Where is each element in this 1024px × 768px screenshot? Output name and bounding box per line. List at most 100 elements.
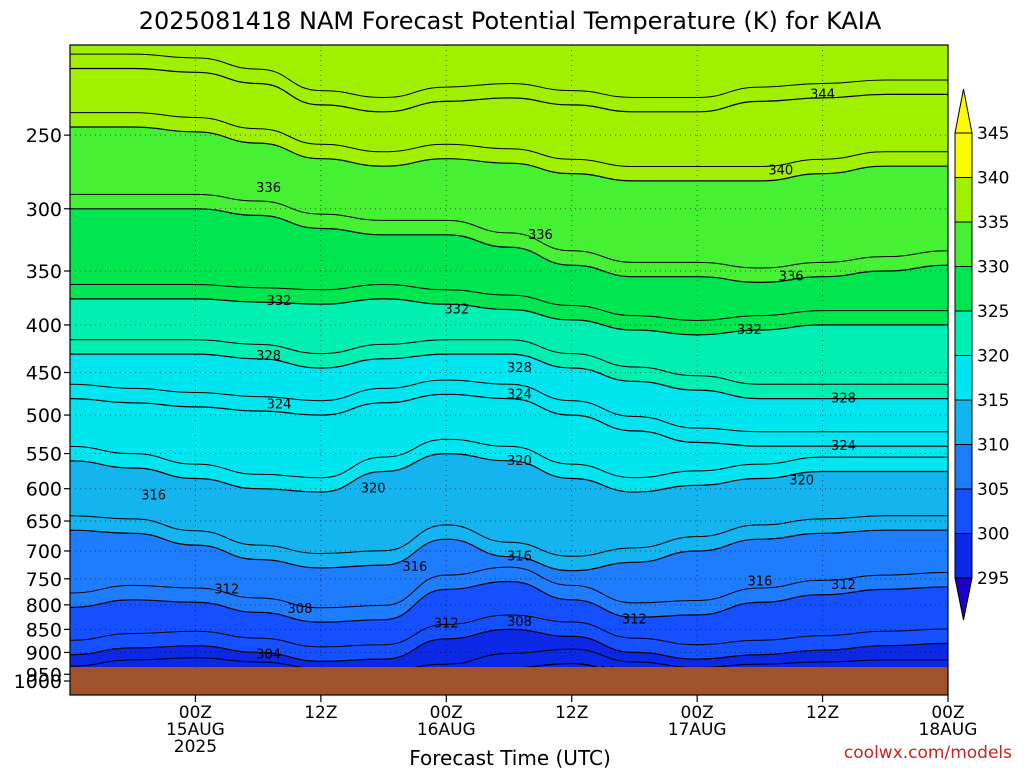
contour-line-328 bbox=[70, 353, 948, 400]
colorbar: 295 300 305 310 315 320 325 330 335 340 345 bbox=[954, 88, 1009, 621]
contour-line-338 bbox=[70, 193, 948, 269]
x-tick-label: 00Z bbox=[179, 703, 212, 723]
y-tick-label: 900 bbox=[26, 642, 62, 664]
contour-label-text: 308 bbox=[288, 602, 313, 617]
colorbar-swatch-340 bbox=[954, 177, 973, 223]
colorbar-swatch-305 bbox=[954, 488, 973, 534]
contour-label: 320 bbox=[361, 482, 386, 497]
contour-label-text: 320 bbox=[507, 454, 532, 469]
contour-line-344 bbox=[70, 67, 948, 113]
colorbar-label: 345 bbox=[977, 124, 1009, 144]
colorbar-label: 330 bbox=[977, 258, 1009, 278]
contour-line-322 bbox=[70, 438, 948, 479]
y-tick-label: 500 bbox=[26, 405, 62, 427]
contour-label-text: 332 bbox=[737, 323, 762, 338]
colorbar-label: 300 bbox=[977, 525, 1009, 545]
x-tick-label: 12Z bbox=[806, 703, 839, 723]
contour-label-text: 312 bbox=[622, 613, 647, 628]
contour-line-330 bbox=[70, 339, 948, 385]
contour-line-layer bbox=[70, 53, 948, 667]
x-tick-label: 16AUG bbox=[417, 720, 476, 740]
contour-label-text: 324 bbox=[507, 387, 532, 402]
contour-label: 308 bbox=[288, 602, 313, 617]
contour-line-326 bbox=[70, 379, 948, 433]
contour-label: 320 bbox=[789, 474, 814, 489]
y-tick-label: 600 bbox=[26, 479, 62, 501]
contour-label-text: 328 bbox=[507, 361, 532, 376]
colorbar-swatch-335 bbox=[954, 221, 973, 267]
colorbar-swatch-345 bbox=[954, 132, 973, 178]
y-tick-label: 400 bbox=[26, 315, 62, 337]
colorbar-label: 295 bbox=[977, 569, 1009, 589]
contour-label-text: 316 bbox=[403, 560, 428, 575]
contour-label: 312 bbox=[831, 578, 856, 593]
colorbar-below-arrow bbox=[954, 577, 973, 621]
contour-label-text: 312 bbox=[214, 582, 239, 597]
contour-label-text: 336 bbox=[528, 228, 553, 243]
contour-label: 316 bbox=[507, 550, 532, 565]
contour-label-text: 308 bbox=[507, 615, 532, 630]
contour-label-layer: 344 340 336 336 336 332 332 332 328 328 328 324 324 3… bbox=[141, 87, 856, 681]
contour-label-text: 316 bbox=[141, 488, 166, 503]
contour-label-text: 324 bbox=[831, 439, 856, 454]
contour-label: 340 bbox=[768, 164, 793, 179]
contour-line-324 bbox=[70, 393, 948, 447]
contour-label-text: 316 bbox=[507, 550, 532, 565]
contour-label-text: 312 bbox=[434, 617, 459, 632]
contour-line-314 bbox=[70, 566, 948, 609]
contour-line-308 bbox=[70, 628, 948, 662]
contour-label: 304 bbox=[256, 648, 281, 663]
contour-label: 312 bbox=[214, 582, 239, 597]
colorbar-above-arrow bbox=[954, 88, 973, 134]
chart-title: 2025081418 NAM Forecast Potential Temper… bbox=[139, 7, 882, 35]
contour-label: 328 bbox=[507, 361, 532, 376]
contour-label: 336 bbox=[779, 270, 804, 285]
y-tick-label: 1000 bbox=[14, 671, 62, 693]
contour-line-332 bbox=[70, 298, 948, 336]
contour-label: 332 bbox=[267, 294, 292, 309]
contour-line-306 bbox=[70, 648, 948, 667]
y-axis: 2503003504004505005506006507007508008509… bbox=[14, 125, 70, 693]
contour-label: 324 bbox=[267, 397, 292, 412]
contour-label: 332 bbox=[737, 323, 762, 338]
colorbar-swatch-300 bbox=[954, 533, 973, 579]
colorbar-label: 305 bbox=[977, 480, 1009, 500]
credit-text: coolwx.com/models bbox=[844, 743, 1012, 763]
contour-label-text: 320 bbox=[789, 474, 814, 489]
x-tick-label: 15AUG bbox=[166, 720, 225, 740]
y-tick-label: 450 bbox=[26, 363, 62, 385]
contour-label-text: 328 bbox=[831, 392, 856, 407]
y-tick-label: 700 bbox=[26, 541, 62, 563]
x-tick-label: 18AUG bbox=[919, 720, 978, 740]
y-tick-label: 650 bbox=[26, 511, 62, 533]
x-tick-label: 2025 bbox=[174, 737, 217, 757]
x-tick-label: 00Z bbox=[681, 703, 714, 723]
contour-label: 324 bbox=[507, 387, 532, 402]
x-tick-label: 12Z bbox=[555, 703, 588, 723]
y-tick-label: 850 bbox=[26, 619, 62, 641]
contour-label-text: 304 bbox=[256, 648, 281, 663]
colorbar-label: 340 bbox=[977, 169, 1009, 189]
y-tick-label: 300 bbox=[26, 199, 62, 221]
contour-label-text: 316 bbox=[747, 574, 772, 589]
contour-label-text: 344 bbox=[810, 87, 835, 102]
colorbar-label: 325 bbox=[977, 302, 1009, 322]
contour-line-342 bbox=[70, 112, 948, 168]
y-tick-label: 250 bbox=[26, 125, 62, 147]
contour-label-text: 320 bbox=[361, 482, 386, 497]
colorbar-swatch-315 bbox=[954, 399, 973, 445]
contour-label-text: 336 bbox=[256, 181, 281, 196]
colorbar-swatch-310 bbox=[954, 444, 973, 490]
contour-line-310 bbox=[70, 614, 948, 648]
contour-label: 316 bbox=[141, 488, 166, 503]
contour-line-320 bbox=[70, 452, 948, 493]
colorbar-label: 310 bbox=[977, 436, 1009, 456]
contour-label: 336 bbox=[528, 228, 553, 243]
contour-label: 332 bbox=[444, 303, 469, 318]
x-tick-label: 17AUG bbox=[668, 720, 727, 740]
contour-line-340 bbox=[70, 126, 948, 182]
contour-label: 312 bbox=[622, 613, 647, 628]
contour-label: 316 bbox=[747, 574, 772, 589]
